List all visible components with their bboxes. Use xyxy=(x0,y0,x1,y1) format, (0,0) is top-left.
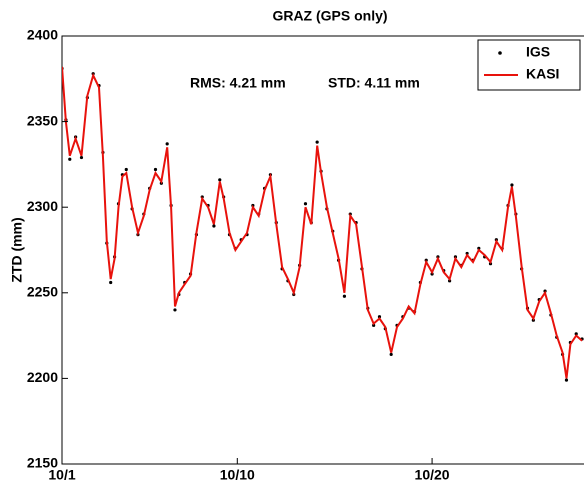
legend-label: KASI xyxy=(526,66,559,82)
data-point xyxy=(315,140,319,144)
data-point xyxy=(303,202,308,206)
data-point xyxy=(109,280,113,285)
y-tick-label: 2300 xyxy=(27,198,58,214)
y-tick-label: 2400 xyxy=(27,27,58,43)
data-point xyxy=(574,332,578,336)
legend-marker xyxy=(498,51,502,55)
plot-area xyxy=(62,66,584,382)
data-point xyxy=(477,246,481,250)
data-point xyxy=(448,279,452,283)
data-point xyxy=(218,178,222,182)
data-point xyxy=(153,167,158,172)
y-tick-label: 2150 xyxy=(27,455,58,471)
y-axis-label: ZTD (mm) xyxy=(9,217,25,282)
y-tick-label: 2250 xyxy=(27,284,58,300)
data-point xyxy=(68,157,72,161)
plot-frame xyxy=(61,35,584,465)
data-point xyxy=(372,323,376,327)
chart-title: GRAZ (GPS only) xyxy=(272,8,387,24)
x-tick-label: 10/10 xyxy=(220,467,255,480)
legend xyxy=(477,39,581,91)
data-point xyxy=(165,142,169,146)
data-point xyxy=(212,224,216,228)
data-point xyxy=(377,315,382,319)
legend-label: IGS xyxy=(526,44,550,60)
data-point xyxy=(124,167,128,172)
data-point xyxy=(510,183,514,187)
data-point xyxy=(342,294,347,298)
y-tick-label: 2350 xyxy=(27,112,58,128)
data-point xyxy=(389,352,393,357)
annotation: RMS: 4.21 mm xyxy=(190,75,286,91)
data-point xyxy=(564,378,569,382)
y-tick-label: 2200 xyxy=(27,369,58,385)
data-point xyxy=(173,308,177,312)
data-line xyxy=(62,66,583,379)
x-tick-label: 10/20 xyxy=(415,467,450,480)
data-point xyxy=(79,155,84,160)
data-point xyxy=(465,251,469,256)
data-point xyxy=(488,262,493,266)
x-tick-label: 10/1 xyxy=(48,467,75,480)
annotation: STD: 4.11 mm xyxy=(328,75,420,91)
